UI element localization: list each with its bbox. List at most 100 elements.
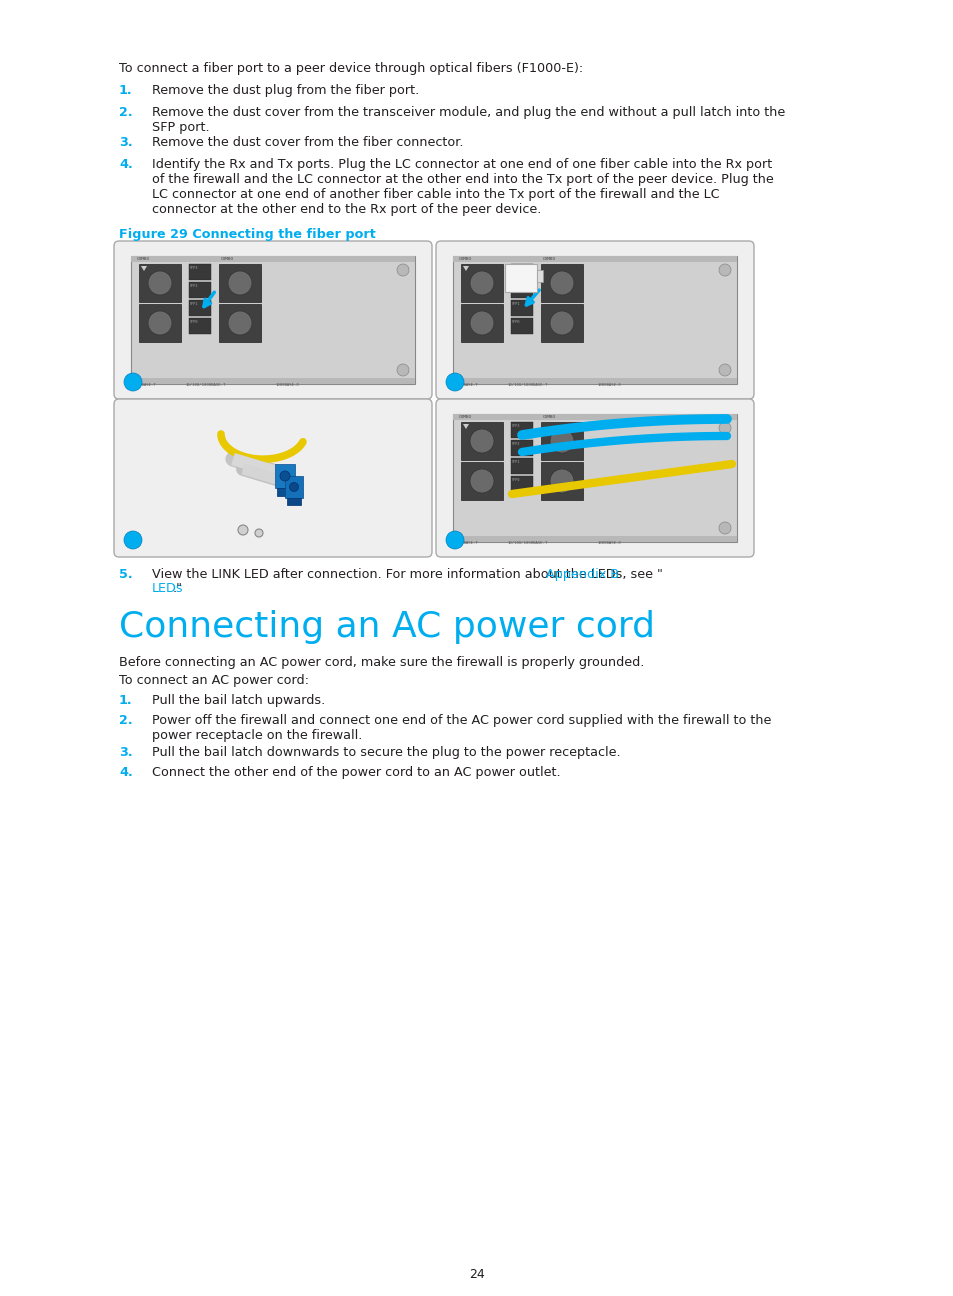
Text: COMBO: COMBO — [458, 415, 472, 419]
Text: SFP0: SFP0 — [512, 478, 520, 482]
Text: SFP2: SFP2 — [512, 442, 520, 446]
Bar — [460, 461, 502, 500]
Text: Connecting an AC power cord: Connecting an AC power cord — [119, 610, 655, 644]
Text: SFP3: SFP3 — [190, 266, 198, 270]
Polygon shape — [462, 266, 469, 271]
Text: 24: 24 — [469, 1267, 484, 1280]
Bar — [219, 305, 261, 342]
Text: Remove the dust cover from the transceiver module, and plug the end without a pu: Remove the dust cover from the transceiv… — [152, 106, 784, 133]
Bar — [460, 264, 502, 302]
Bar — [131, 257, 415, 384]
FancyBboxPatch shape — [113, 399, 432, 557]
Bar — [511, 318, 533, 334]
Bar — [287, 498, 301, 505]
Text: SFP2: SFP2 — [512, 284, 520, 288]
Text: SFP0: SFP0 — [512, 320, 520, 324]
Circle shape — [237, 525, 248, 535]
FancyBboxPatch shape — [436, 399, 753, 557]
Bar — [453, 257, 737, 384]
Text: LEDs: LEDs — [152, 582, 183, 595]
Bar — [511, 283, 533, 298]
Text: 3.: 3. — [119, 746, 132, 759]
Bar — [453, 413, 737, 542]
Text: SFP3: SFP3 — [512, 424, 520, 428]
Circle shape — [446, 531, 463, 550]
Circle shape — [289, 482, 298, 491]
Text: COMBO: COMBO — [542, 415, 556, 419]
Bar — [511, 457, 533, 474]
Text: 4.: 4. — [119, 158, 132, 171]
Bar — [189, 283, 211, 298]
FancyBboxPatch shape — [436, 241, 753, 399]
Circle shape — [550, 271, 574, 295]
Text: 10/100/1000BASE-T: 10/100/1000BASE-T — [507, 540, 548, 546]
Bar — [453, 257, 737, 262]
Bar — [511, 441, 533, 456]
Bar — [276, 489, 293, 496]
Bar — [189, 264, 211, 280]
Text: Identify the Rx and Tx ports. Plug the LC connector at one end of one fiber cabl: Identify the Rx and Tx ports. Plug the L… — [152, 158, 773, 216]
Text: Connect the other end of the power cord to an AC power outlet.: Connect the other end of the power cord … — [152, 766, 560, 779]
Circle shape — [470, 429, 494, 454]
Bar — [189, 299, 211, 316]
Circle shape — [124, 531, 142, 550]
Text: 10/100/1000BASE-T: 10/100/1000BASE-T — [186, 384, 226, 388]
Bar — [504, 264, 537, 292]
Circle shape — [719, 422, 730, 434]
Text: View the LINK LED after connection. For more information about the LEDs, see ": View the LINK LED after connection. For … — [152, 568, 662, 581]
Text: Pull the bail latch downwards to secure the plug to the power receptacle.: Pull the bail latch downwards to secure … — [152, 746, 620, 759]
Circle shape — [228, 271, 252, 295]
Circle shape — [148, 271, 172, 295]
Text: Remove the dust cover from the fiber connector.: Remove the dust cover from the fiber con… — [152, 136, 463, 149]
Bar — [460, 305, 502, 342]
Bar — [285, 476, 303, 498]
Polygon shape — [462, 424, 469, 429]
Circle shape — [124, 373, 142, 391]
Text: 1000BASE-X: 1000BASE-X — [598, 540, 621, 546]
Bar — [540, 264, 582, 302]
Text: 1000BASE-X: 1000BASE-X — [598, 384, 621, 388]
Bar — [511, 422, 533, 438]
Text: 1000BASE-T: 1000BASE-T — [455, 540, 478, 546]
Text: COMBO: COMBO — [542, 257, 556, 260]
Text: Power off the firewall and connect one end of the AC power cord supplied with th: Power off the firewall and connect one e… — [152, 714, 771, 743]
Text: 10/100/1000BASE-T: 10/100/1000BASE-T — [507, 384, 548, 388]
Circle shape — [254, 529, 263, 537]
Bar — [540, 305, 582, 342]
Circle shape — [148, 311, 172, 334]
Circle shape — [396, 264, 409, 276]
Bar — [453, 413, 737, 420]
Bar — [540, 461, 582, 500]
Bar — [274, 464, 294, 489]
Bar — [219, 264, 261, 302]
Text: COMBO: COMBO — [221, 257, 233, 260]
Bar — [511, 476, 533, 492]
Text: 5.: 5. — [119, 568, 132, 581]
Circle shape — [550, 469, 574, 492]
Circle shape — [280, 470, 290, 481]
Text: 2.: 2. — [119, 106, 132, 119]
Circle shape — [446, 373, 463, 391]
Text: SFP2: SFP2 — [190, 284, 198, 288]
Text: 1.: 1. — [119, 693, 132, 708]
Text: COMBO: COMBO — [458, 257, 472, 260]
Text: SFP3: SFP3 — [512, 266, 520, 270]
Text: SFP1: SFP1 — [512, 460, 520, 464]
Text: SFP1: SFP1 — [512, 302, 520, 306]
Bar — [453, 378, 737, 384]
Text: Remove the dust plug from the fiber port.: Remove the dust plug from the fiber port… — [152, 84, 418, 97]
Text: SFP1: SFP1 — [190, 302, 198, 306]
Text: COMBO: COMBO — [137, 257, 150, 260]
Text: 1000BASE-T: 1000BASE-T — [455, 384, 478, 388]
Text: Pull the bail latch upwards.: Pull the bail latch upwards. — [152, 693, 325, 708]
Circle shape — [719, 364, 730, 376]
Text: To connect a fiber port to a peer device through optical fibers (F1000-E):: To connect a fiber port to a peer device… — [119, 62, 582, 75]
Text: To connect an AC power cord:: To connect an AC power cord: — [119, 674, 309, 687]
Text: 4.: 4. — [119, 766, 132, 779]
Polygon shape — [141, 266, 147, 271]
Circle shape — [470, 311, 494, 334]
Bar — [139, 305, 181, 342]
Text: 2.: 2. — [119, 714, 132, 727]
Bar — [537, 270, 542, 283]
Text: Appendix B: Appendix B — [545, 568, 618, 581]
